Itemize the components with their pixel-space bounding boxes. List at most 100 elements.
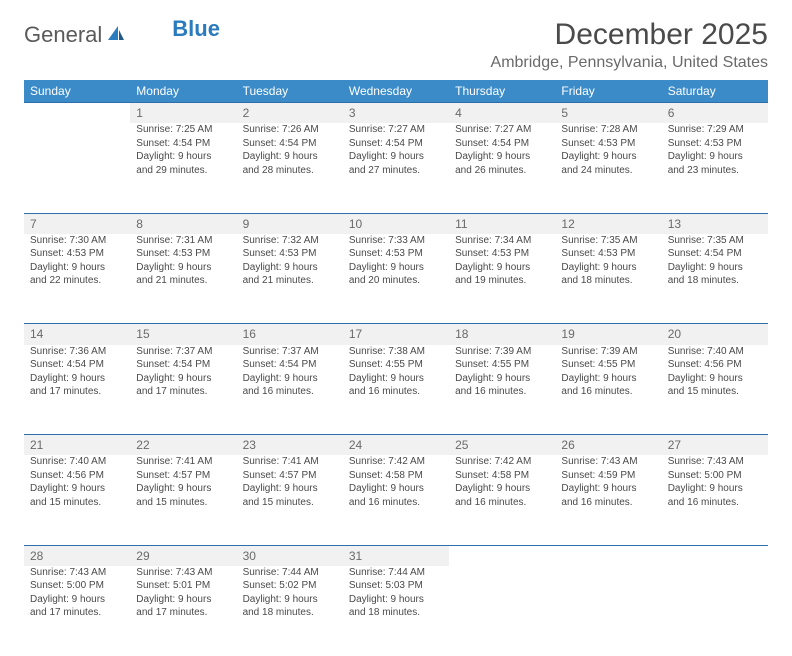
- sunrise-line: Sunrise: 7:43 AM: [561, 455, 655, 469]
- sunrise-line: Sunrise: 7:39 AM: [561, 345, 655, 359]
- day-detail-cell: Sunrise: 7:41 AMSunset: 4:57 PMDaylight:…: [237, 455, 343, 545]
- day-number-cell: 10: [343, 213, 449, 234]
- sunset-line: Sunset: 5:03 PM: [349, 579, 443, 593]
- day-number-cell: 16: [237, 324, 343, 345]
- weekday-header-row: SundayMondayTuesdayWednesdayThursdayFrid…: [24, 80, 768, 103]
- brand-sail-icon: [106, 24, 126, 47]
- sunset-line: Sunset: 4:58 PM: [349, 469, 443, 483]
- detail-row: Sunrise: 7:30 AMSunset: 4:53 PMDaylight:…: [24, 234, 768, 324]
- sunrise-line: Sunrise: 7:30 AM: [30, 234, 124, 248]
- day-number-cell: 7: [24, 213, 130, 234]
- day-detail-cell: Sunrise: 7:31 AMSunset: 4:53 PMDaylight:…: [130, 234, 236, 324]
- sunset-line: Sunset: 4:53 PM: [243, 247, 337, 261]
- daylight-line: Daylight: 9 hours and 15 minutes.: [243, 482, 337, 509]
- sunset-line: Sunset: 4:53 PM: [30, 247, 124, 261]
- calendar-table: SundayMondayTuesdayWednesdayThursdayFrid…: [24, 80, 768, 656]
- day-detail-cell: Sunrise: 7:40 AMSunset: 4:56 PMDaylight:…: [662, 345, 768, 435]
- day-number-cell: 6: [662, 103, 768, 124]
- sunrise-line: Sunrise: 7:38 AM: [349, 345, 443, 359]
- day-detail-cell: Sunrise: 7:39 AMSunset: 4:55 PMDaylight:…: [555, 345, 661, 435]
- daylight-line: Daylight: 9 hours and 20 minutes.: [349, 261, 443, 288]
- daylight-line: Daylight: 9 hours and 17 minutes.: [30, 593, 124, 620]
- day-detail-cell: Sunrise: 7:39 AMSunset: 4:55 PMDaylight:…: [449, 345, 555, 435]
- day-detail-cell: Sunrise: 7:44 AMSunset: 5:03 PMDaylight:…: [343, 566, 449, 656]
- sunset-line: Sunset: 4:54 PM: [243, 358, 337, 372]
- weekday-header: Tuesday: [237, 80, 343, 103]
- day-detail-cell: Sunrise: 7:42 AMSunset: 4:58 PMDaylight:…: [343, 455, 449, 545]
- day-detail-cell: Sunrise: 7:27 AMSunset: 4:54 PMDaylight:…: [449, 123, 555, 213]
- daylight-line: Daylight: 9 hours and 16 minutes.: [668, 482, 762, 509]
- sunset-line: Sunset: 4:53 PM: [136, 247, 230, 261]
- day-detail-cell: Sunrise: 7:34 AMSunset: 4:53 PMDaylight:…: [449, 234, 555, 324]
- brand-part1: General: [24, 22, 102, 48]
- daylight-line: Daylight: 9 hours and 17 minutes.: [136, 372, 230, 399]
- detail-row: Sunrise: 7:25 AMSunset: 4:54 PMDaylight:…: [24, 123, 768, 213]
- brand-part2: Blue: [172, 16, 220, 42]
- daylight-line: Daylight: 9 hours and 15 minutes.: [30, 482, 124, 509]
- day-detail-cell: Sunrise: 7:32 AMSunset: 4:53 PMDaylight:…: [237, 234, 343, 324]
- day-number-cell: 24: [343, 435, 449, 456]
- day-detail-cell: Sunrise: 7:25 AMSunset: 4:54 PMDaylight:…: [130, 123, 236, 213]
- day-detail-cell: Sunrise: 7:37 AMSunset: 4:54 PMDaylight:…: [130, 345, 236, 435]
- day-detail-cell: Sunrise: 7:37 AMSunset: 4:54 PMDaylight:…: [237, 345, 343, 435]
- daynum-row: 21222324252627: [24, 435, 768, 456]
- sunset-line: Sunset: 5:00 PM: [668, 469, 762, 483]
- day-detail-cell: Sunrise: 7:43 AMSunset: 4:59 PMDaylight:…: [555, 455, 661, 545]
- day-number-cell: 21: [24, 435, 130, 456]
- day-detail-cell: Sunrise: 7:44 AMSunset: 5:02 PMDaylight:…: [237, 566, 343, 656]
- daylight-line: Daylight: 9 hours and 18 minutes.: [243, 593, 337, 620]
- day-detail-cell: Sunrise: 7:26 AMSunset: 4:54 PMDaylight:…: [237, 123, 343, 213]
- daylight-line: Daylight: 9 hours and 16 minutes.: [349, 482, 443, 509]
- day-detail-cell: Sunrise: 7:36 AMSunset: 4:54 PMDaylight:…: [24, 345, 130, 435]
- sunrise-line: Sunrise: 7:35 AM: [668, 234, 762, 248]
- sunset-line: Sunset: 5:01 PM: [136, 579, 230, 593]
- sunset-line: Sunset: 4:54 PM: [455, 137, 549, 151]
- sunrise-line: Sunrise: 7:43 AM: [668, 455, 762, 469]
- sunset-line: Sunset: 5:00 PM: [30, 579, 124, 593]
- day-number-cell: [555, 545, 661, 566]
- day-detail-cell: Sunrise: 7:35 AMSunset: 4:54 PMDaylight:…: [662, 234, 768, 324]
- location-subtitle: Ambridge, Pennsylvania, United States: [491, 54, 768, 72]
- day-detail-cell: [449, 566, 555, 656]
- daylight-line: Daylight: 9 hours and 28 minutes.: [243, 150, 337, 177]
- detail-row: Sunrise: 7:43 AMSunset: 5:00 PMDaylight:…: [24, 566, 768, 656]
- sunset-line: Sunset: 4:56 PM: [668, 358, 762, 372]
- day-detail-cell: Sunrise: 7:33 AMSunset: 4:53 PMDaylight:…: [343, 234, 449, 324]
- day-number-cell: 26: [555, 435, 661, 456]
- sunset-line: Sunset: 4:57 PM: [136, 469, 230, 483]
- sunrise-line: Sunrise: 7:27 AM: [349, 123, 443, 137]
- day-detail-cell: Sunrise: 7:43 AMSunset: 5:00 PMDaylight:…: [24, 566, 130, 656]
- daylight-line: Daylight: 9 hours and 29 minutes.: [136, 150, 230, 177]
- sunset-line: Sunset: 4:58 PM: [455, 469, 549, 483]
- day-detail-cell: Sunrise: 7:35 AMSunset: 4:53 PMDaylight:…: [555, 234, 661, 324]
- daynum-row: 123456: [24, 103, 768, 124]
- daylight-line: Daylight: 9 hours and 19 minutes.: [455, 261, 549, 288]
- sunset-line: Sunset: 4:54 PM: [349, 137, 443, 151]
- day-number-cell: 4: [449, 103, 555, 124]
- day-number-cell: 9: [237, 213, 343, 234]
- sunset-line: Sunset: 5:02 PM: [243, 579, 337, 593]
- daynum-row: 28293031: [24, 545, 768, 566]
- sunrise-line: Sunrise: 7:43 AM: [136, 566, 230, 580]
- sunrise-line: Sunrise: 7:28 AM: [561, 123, 655, 137]
- sunset-line: Sunset: 4:54 PM: [136, 137, 230, 151]
- daylight-line: Daylight: 9 hours and 22 minutes.: [30, 261, 124, 288]
- month-title: December 2025: [491, 18, 768, 52]
- day-detail-cell: Sunrise: 7:28 AMSunset: 4:53 PMDaylight:…: [555, 123, 661, 213]
- day-number-cell: 30: [237, 545, 343, 566]
- day-detail-cell: [662, 566, 768, 656]
- day-number-cell: 3: [343, 103, 449, 124]
- sunrise-line: Sunrise: 7:39 AM: [455, 345, 549, 359]
- day-number-cell: 12: [555, 213, 661, 234]
- title-block: December 2025 Ambridge, Pennsylvania, Un…: [491, 18, 768, 72]
- sunrise-line: Sunrise: 7:27 AM: [455, 123, 549, 137]
- calendar-body: 123456Sunrise: 7:25 AMSunset: 4:54 PMDay…: [24, 103, 768, 656]
- sunrise-line: Sunrise: 7:44 AM: [349, 566, 443, 580]
- day-number-cell: 20: [662, 324, 768, 345]
- day-number-cell: 11: [449, 213, 555, 234]
- sunrise-line: Sunrise: 7:42 AM: [455, 455, 549, 469]
- sunrise-line: Sunrise: 7:37 AM: [243, 345, 337, 359]
- weekday-header: Monday: [130, 80, 236, 103]
- day-number-cell: 31: [343, 545, 449, 566]
- daylight-line: Daylight: 9 hours and 27 minutes.: [349, 150, 443, 177]
